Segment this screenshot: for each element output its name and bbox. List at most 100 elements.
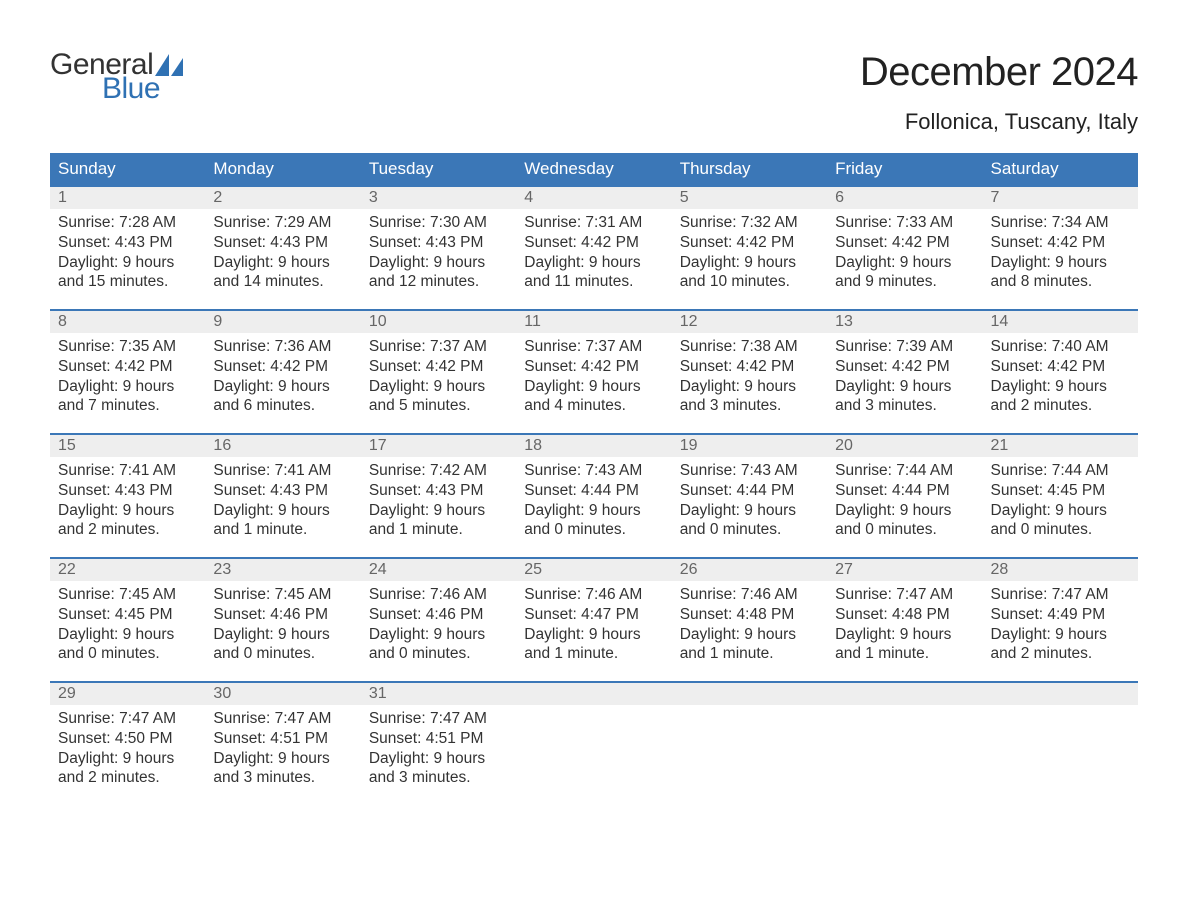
sunset-text: Sunset: 4:43 PM [58, 481, 197, 501]
daylight-line1: Daylight: 9 hours [680, 501, 819, 521]
daylight-line2: and 1 minute. [213, 520, 352, 540]
sunrise-text: Sunrise: 7:40 AM [991, 337, 1130, 357]
sunrise-text: Sunrise: 7:46 AM [680, 585, 819, 605]
day-cell: 17Sunrise: 7:42 AMSunset: 4:43 PMDayligh… [361, 434, 516, 558]
sunset-text: Sunset: 4:42 PM [524, 357, 663, 377]
day-body: Sunrise: 7:37 AMSunset: 4:42 PMDaylight:… [361, 333, 516, 422]
daylight-line1: Daylight: 9 hours [213, 377, 352, 397]
sunrise-text: Sunrise: 7:47 AM [835, 585, 974, 605]
day-number: 25 [516, 559, 671, 581]
daylight-line1: Daylight: 9 hours [213, 501, 352, 521]
sunset-text: Sunset: 4:42 PM [369, 357, 508, 377]
sunrise-text: Sunrise: 7:37 AM [524, 337, 663, 357]
day-number: 18 [516, 435, 671, 457]
day-body: Sunrise: 7:46 AMSunset: 4:47 PMDaylight:… [516, 581, 671, 670]
sunset-text: Sunset: 4:45 PM [991, 481, 1130, 501]
daylight-line2: and 3 minutes. [213, 768, 352, 788]
sunset-text: Sunset: 4:51 PM [213, 729, 352, 749]
sunset-text: Sunset: 4:42 PM [835, 357, 974, 377]
day-body: Sunrise: 7:33 AMSunset: 4:42 PMDaylight:… [827, 209, 982, 298]
daylight-line2: and 12 minutes. [369, 272, 508, 292]
sunrise-text: Sunrise: 7:44 AM [835, 461, 974, 481]
sunset-text: Sunset: 4:44 PM [680, 481, 819, 501]
day-body: Sunrise: 7:30 AMSunset: 4:43 PMDaylight:… [361, 209, 516, 298]
sunset-text: Sunset: 4:42 PM [680, 357, 819, 377]
day-body: Sunrise: 7:29 AMSunset: 4:43 PMDaylight:… [205, 209, 360, 298]
day-number: 19 [672, 435, 827, 457]
sunset-text: Sunset: 4:47 PM [524, 605, 663, 625]
page-header: General Blue December 2024 Follonica, Tu… [50, 50, 1138, 135]
day-body: Sunrise: 7:43 AMSunset: 4:44 PMDaylight:… [672, 457, 827, 546]
day-number: 3 [361, 187, 516, 209]
day-cell: 12Sunrise: 7:38 AMSunset: 4:42 PMDayligh… [672, 310, 827, 434]
daylight-line2: and 7 minutes. [58, 396, 197, 416]
day-number: 11 [516, 311, 671, 333]
daylight-line1: Daylight: 9 hours [58, 625, 197, 645]
day-number: 1 [50, 187, 205, 209]
day-body: Sunrise: 7:44 AMSunset: 4:45 PMDaylight:… [983, 457, 1138, 546]
sunrise-text: Sunrise: 7:33 AM [835, 213, 974, 233]
day-cell: 20Sunrise: 7:44 AMSunset: 4:44 PMDayligh… [827, 434, 982, 558]
daylight-line2: and 2 minutes. [58, 768, 197, 788]
daylight-line2: and 10 minutes. [680, 272, 819, 292]
sunset-text: Sunset: 4:42 PM [991, 233, 1130, 253]
day-cell: 24Sunrise: 7:46 AMSunset: 4:46 PMDayligh… [361, 558, 516, 682]
day-cell: 26Sunrise: 7:46 AMSunset: 4:48 PMDayligh… [672, 558, 827, 682]
day-cell: 27Sunrise: 7:47 AMSunset: 4:48 PMDayligh… [827, 558, 982, 682]
day-cell: 28Sunrise: 7:47 AMSunset: 4:49 PMDayligh… [983, 558, 1138, 682]
day-cell: 1Sunrise: 7:28 AMSunset: 4:43 PMDaylight… [50, 186, 205, 310]
day-cell: . [516, 682, 671, 806]
daylight-line1: Daylight: 9 hours [369, 625, 508, 645]
daylight-line1: Daylight: 9 hours [991, 625, 1130, 645]
day-number: 4 [516, 187, 671, 209]
day-number-empty: . [516, 683, 671, 705]
day-body: Sunrise: 7:32 AMSunset: 4:42 PMDaylight:… [672, 209, 827, 298]
sunrise-text: Sunrise: 7:43 AM [524, 461, 663, 481]
sunrise-text: Sunrise: 7:45 AM [213, 585, 352, 605]
day-number: 24 [361, 559, 516, 581]
day-cell: 15Sunrise: 7:41 AMSunset: 4:43 PMDayligh… [50, 434, 205, 558]
sunrise-text: Sunrise: 7:34 AM [991, 213, 1130, 233]
month-title: December 2024 [860, 50, 1138, 95]
day-header: Sunday [50, 153, 205, 186]
daylight-line2: and 9 minutes. [835, 272, 974, 292]
daylight-line2: and 3 minutes. [369, 768, 508, 788]
sunset-text: Sunset: 4:44 PM [524, 481, 663, 501]
daylight-line1: Daylight: 9 hours [835, 501, 974, 521]
sunrise-text: Sunrise: 7:44 AM [991, 461, 1130, 481]
calendar-table: Sunday Monday Tuesday Wednesday Thursday… [50, 153, 1138, 806]
day-header: Wednesday [516, 153, 671, 186]
day-body: Sunrise: 7:39 AMSunset: 4:42 PMDaylight:… [827, 333, 982, 422]
day-body: Sunrise: 7:34 AMSunset: 4:42 PMDaylight:… [983, 209, 1138, 298]
day-body: Sunrise: 7:28 AMSunset: 4:43 PMDaylight:… [50, 209, 205, 298]
day-number-empty: . [827, 683, 982, 705]
sunrise-text: Sunrise: 7:32 AM [680, 213, 819, 233]
daylight-line1: Daylight: 9 hours [213, 749, 352, 769]
sunset-text: Sunset: 4:42 PM [835, 233, 974, 253]
daylight-line2: and 1 minute. [680, 644, 819, 664]
sunset-text: Sunset: 4:46 PM [213, 605, 352, 625]
daylight-line2: and 4 minutes. [524, 396, 663, 416]
daylight-line2: and 5 minutes. [369, 396, 508, 416]
day-number: 21 [983, 435, 1138, 457]
day-cell: . [672, 682, 827, 806]
daylight-line2: and 0 minutes. [369, 644, 508, 664]
day-cell: 31Sunrise: 7:47 AMSunset: 4:51 PMDayligh… [361, 682, 516, 806]
week-row: 1Sunrise: 7:28 AMSunset: 4:43 PMDaylight… [50, 186, 1138, 310]
day-body: Sunrise: 7:31 AMSunset: 4:42 PMDaylight:… [516, 209, 671, 298]
sunset-text: Sunset: 4:43 PM [369, 481, 508, 501]
daylight-line2: and 3 minutes. [680, 396, 819, 416]
day-number: 6 [827, 187, 982, 209]
daylight-line2: and 2 minutes. [58, 520, 197, 540]
day-cell: 2Sunrise: 7:29 AMSunset: 4:43 PMDaylight… [205, 186, 360, 310]
sunrise-text: Sunrise: 7:36 AM [213, 337, 352, 357]
day-number: 15 [50, 435, 205, 457]
day-body: Sunrise: 7:43 AMSunset: 4:44 PMDaylight:… [516, 457, 671, 546]
daylight-line1: Daylight: 9 hours [369, 377, 508, 397]
day-number: 29 [50, 683, 205, 705]
day-cell: 6Sunrise: 7:33 AMSunset: 4:42 PMDaylight… [827, 186, 982, 310]
day-number: 7 [983, 187, 1138, 209]
day-header: Saturday [983, 153, 1138, 186]
sunrise-text: Sunrise: 7:31 AM [524, 213, 663, 233]
daylight-line2: and 11 minutes. [524, 272, 663, 292]
